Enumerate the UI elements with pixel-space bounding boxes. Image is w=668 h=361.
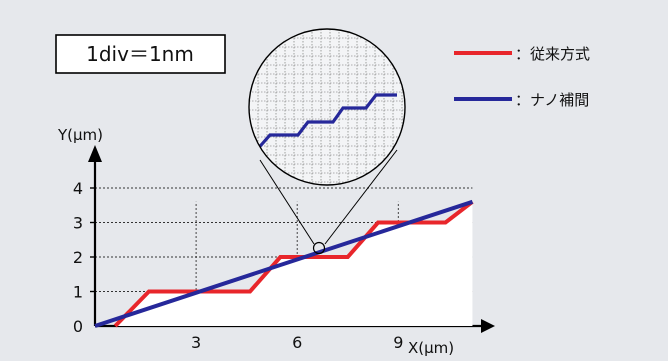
legend-label-conventional: ：従来方式	[515, 45, 590, 63]
y-axis-arrow	[88, 145, 102, 162]
magnifier-lens-bg	[249, 29, 405, 185]
x-tick-label: 6	[292, 333, 302, 352]
tick-labels: 0 1 2 3 4 3 6 9	[73, 179, 404, 352]
x-axis-arrow	[481, 319, 495, 333]
magnifier-staircase-line	[253, 93, 397, 154]
series-line-nano-interpolation	[94, 199, 474, 328]
y-tick-label: 3	[73, 214, 83, 233]
y-axis-title: Y(μm)	[57, 126, 103, 144]
magnifier-connector-left	[259, 159, 315, 245]
magnifier-connector-right	[324, 149, 398, 245]
legend: ：従来方式 ：ナノ補間	[454, 45, 590, 109]
x-axis-title: X(μm)	[408, 339, 454, 357]
zoom-point-marker	[312, 241, 326, 255]
y-tick-label: 0	[73, 317, 83, 336]
scale-note-box: 1div＝1nm	[55, 34, 226, 74]
legend-label-nano-interpolation: ：ナノ補間	[515, 91, 589, 109]
magnifier-lens-border	[248, 28, 406, 186]
y-tick-label: 2	[73, 248, 83, 267]
x-tick-label: 3	[191, 333, 201, 352]
series-lines	[94, 199, 474, 328]
magnifier	[248, 28, 406, 255]
y-tick-label: 1	[73, 283, 83, 302]
x-tick-label: 9	[393, 333, 403, 352]
scale-note-text: 1div＝1nm	[86, 42, 194, 66]
y-tick-label: 4	[73, 179, 83, 198]
